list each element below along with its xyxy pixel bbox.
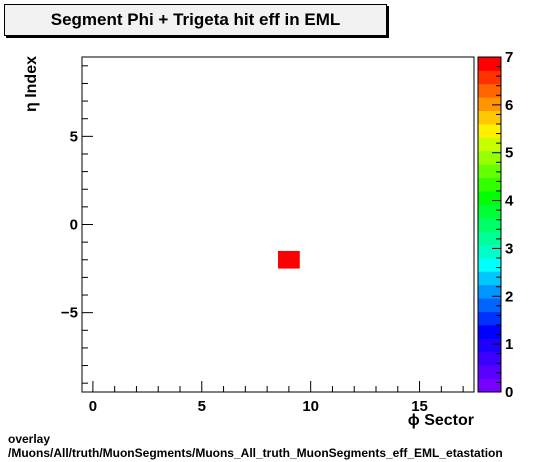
color-scale-bin [478, 351, 501, 366]
x-tick-label: 15 [411, 398, 428, 415]
color-scale-bin [478, 244, 501, 259]
color-scale-bin [478, 164, 501, 178]
color-scale-bin [478, 137, 501, 152]
x-tick-label: 10 [302, 398, 319, 415]
color-scale-bin [478, 191, 501, 205]
color-scale-bin [478, 70, 501, 85]
color-scale-bin [478, 217, 501, 232]
color-scale-bin [478, 124, 501, 138]
color-scale-tick-label: 0 [505, 384, 513, 401]
color-scale-bin [478, 204, 501, 219]
plot-frame-group [81, 56, 475, 393]
color-scale-bin [478, 311, 501, 326]
color-scale-bin [478, 378, 501, 393]
color-scale-bin [478, 177, 501, 192]
color-scale-tick-label: 3 [505, 240, 513, 257]
color-scale-tick-label: 7 [505, 49, 513, 66]
color-scale-bin [478, 258, 501, 272]
y-axis: −5 0 5 [61, 65, 93, 384]
color-scale-tick-label: 5 [505, 145, 513, 162]
y-tick-label: −5 [61, 305, 78, 322]
color-scale: 0 1 2 3 4 5 6 7 [477, 49, 514, 401]
footer-overlay-label: overlay [8, 432, 51, 446]
color-scale-bin [478, 97, 501, 111]
x-axis: 0 5 10 15 [89, 381, 464, 415]
chart-title: Segment Phi + Trigeta hit eff in EML [4, 4, 387, 36]
color-scale-bin [478, 298, 501, 312]
color-scale-tick-label: 6 [505, 97, 513, 114]
x-tick-label: 5 [198, 398, 206, 415]
color-scale-bin [478, 284, 501, 299]
x-tick-label: 0 [89, 398, 97, 415]
color-scale-tick-label: 1 [505, 336, 513, 353]
color-scale-frame [477, 56, 502, 393]
color-scale-bin [478, 231, 501, 245]
color-scale-bin [478, 110, 501, 125]
heatmap-cells [278, 250, 300, 269]
footer-path-label: /Muons/All/truth/MuonSegments/Muons_All_… [8, 446, 503, 460]
color-scale-bin [478, 83, 501, 98]
color-scale-tick-label: 2 [505, 288, 513, 305]
color-scale-bin [478, 271, 501, 286]
color-scale-bin [478, 57, 501, 71]
color-scale-bin [478, 150, 501, 165]
color-scale-tick-label: 4 [505, 193, 514, 210]
color-scale-bin [478, 365, 501, 379]
color-scale-bin [478, 338, 501, 353]
y-tick-label: 0 [70, 217, 78, 234]
plot-frame [81, 56, 475, 393]
y-axis-label: η Index [23, 56, 40, 112]
color-scale-bin [478, 325, 501, 339]
x-axis-label: ϕ Sector [408, 412, 474, 429]
y-tick-label: 5 [70, 128, 78, 145]
heatmap-cell [278, 250, 300, 269]
